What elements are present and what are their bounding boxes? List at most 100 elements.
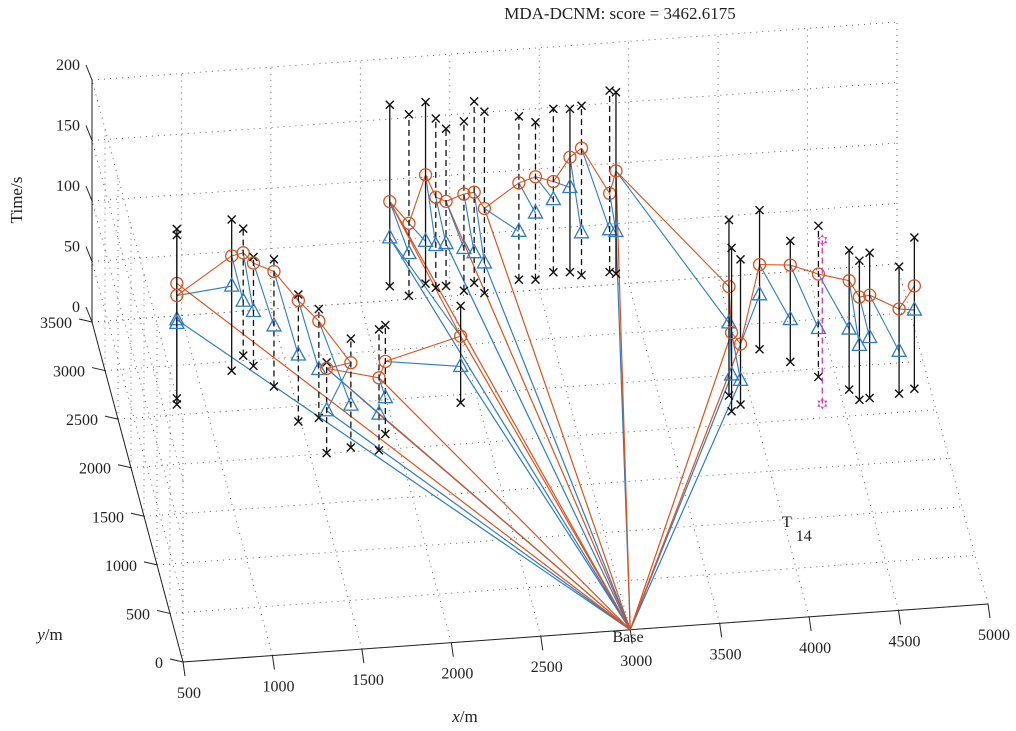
departure-marker — [402, 216, 416, 230]
window-bound-marker — [269, 254, 279, 264]
departure-marker — [563, 150, 577, 164]
x-tick-label: 3000 — [620, 653, 652, 670]
window-bound-marker — [565, 104, 575, 114]
window-bound-marker — [314, 304, 324, 314]
window-bound-marker — [479, 288, 489, 298]
grid-line-z-left — [91, 200, 184, 542]
window-bound-marker — [269, 381, 279, 391]
y-tick-label: 3500 — [40, 315, 72, 332]
route-segment-departure — [425, 174, 437, 198]
route-segment-arrival — [273, 271, 299, 356]
grid-line-x — [628, 283, 721, 624]
route-segment-departure — [898, 285, 915, 310]
route-departure-line — [629, 332, 733, 630]
route-segment-arrival — [326, 362, 352, 411]
arrival-marker — [561, 178, 579, 194]
x-tick-label: 5000 — [978, 627, 1010, 644]
window-bound-marker — [514, 275, 524, 285]
departure-marker — [372, 371, 386, 385]
z-tick-mark — [85, 306, 93, 323]
window-bound-marker — [380, 320, 390, 330]
route-segment-departure — [484, 182, 520, 209]
chart-title: MDA-DCNM: score = 3462.6175 — [504, 4, 736, 23]
window-bound-marker — [172, 230, 182, 240]
route-segment-arrival — [553, 180, 571, 188]
window-bound-marker — [530, 275, 540, 285]
x-tick-mark — [629, 629, 633, 644]
arrival-marker — [452, 357, 469, 373]
y-tick-label: 1000 — [105, 558, 137, 575]
window-bound-marker — [813, 372, 823, 382]
window-bound-marker — [909, 384, 919, 394]
window-bound-marker — [479, 107, 489, 117]
route-segment-departure — [790, 264, 819, 275]
arrival-marker — [732, 370, 749, 386]
route-segment-arrival — [848, 280, 860, 346]
departure-marker — [783, 258, 797, 272]
grid-line-x — [181, 315, 273, 656]
x-tick-label: 2500 — [531, 659, 563, 676]
route-segment-departure — [385, 335, 461, 362]
x-tick-mark — [271, 655, 275, 670]
grid-line-x — [359, 302, 452, 643]
route-segment-arrival — [297, 300, 320, 370]
arrival-marker — [861, 328, 878, 344]
departure-marker — [378, 354, 392, 369]
route-segment-departure — [615, 170, 730, 287]
window-bound-marker — [894, 389, 904, 399]
x-tick-label: 4000 — [799, 640, 831, 657]
window-bound-marker — [611, 87, 621, 97]
window-bound-marker — [727, 406, 737, 416]
route-segment-departure — [318, 320, 352, 364]
route-segment-arrival — [252, 262, 275, 327]
grid-line-x — [538, 289, 631, 630]
data-layer — [168, 86, 923, 631]
route-segment-departure — [326, 362, 351, 369]
x-tick-mark — [987, 603, 991, 619]
route-segment-arrival — [580, 147, 611, 230]
route-segment-arrival — [817, 273, 850, 330]
route-segment-arrival — [435, 197, 447, 244]
route-segment-arrival — [378, 377, 386, 398]
route-segment-departure — [253, 262, 275, 273]
base-label: Base — [612, 629, 643, 646]
route-departure-line — [483, 208, 631, 630]
arrival-marker — [751, 285, 768, 301]
arrival-marker — [290, 345, 307, 361]
window-bound-marker — [380, 429, 390, 439]
departure-marker — [383, 194, 397, 209]
route-arrival-line — [460, 366, 631, 631]
departure-marker — [236, 246, 250, 260]
route-segment-departure — [552, 156, 571, 182]
arrival-marker — [342, 395, 359, 411]
window-bound-marker — [727, 243, 737, 253]
grid-line-y — [130, 409, 937, 469]
z-tick-label: 50 — [64, 239, 80, 256]
z-tick-label: 200 — [56, 57, 80, 74]
route-segment-departure — [609, 170, 617, 194]
arrival-marker — [841, 319, 858, 335]
y-tick-label: 2000 — [79, 461, 111, 478]
window-bound-marker — [404, 291, 414, 301]
departure-marker — [907, 279, 922, 293]
route-departure-line — [615, 170, 631, 630]
route-departure-line — [629, 343, 742, 630]
y-tick-label: 1500 — [92, 509, 124, 526]
departure-marker — [528, 170, 543, 184]
departure-marker — [892, 302, 906, 316]
window-bound-marker — [548, 104, 558, 114]
y-tick-mark — [143, 561, 158, 566]
window-bound-marker — [431, 113, 441, 123]
arrival-marker — [890, 341, 908, 357]
route-segment-departure — [176, 255, 233, 297]
window-bound-marker — [605, 267, 615, 277]
window-bound-marker — [854, 395, 864, 405]
window-bound-marker — [894, 262, 904, 272]
window-bound-marker — [785, 236, 795, 246]
grid-line-z — [91, 82, 898, 141]
departure-marker — [457, 187, 471, 201]
window-bound-marker — [227, 366, 237, 376]
window-bound-marker — [469, 96, 479, 106]
window-bound-marker — [248, 361, 258, 371]
